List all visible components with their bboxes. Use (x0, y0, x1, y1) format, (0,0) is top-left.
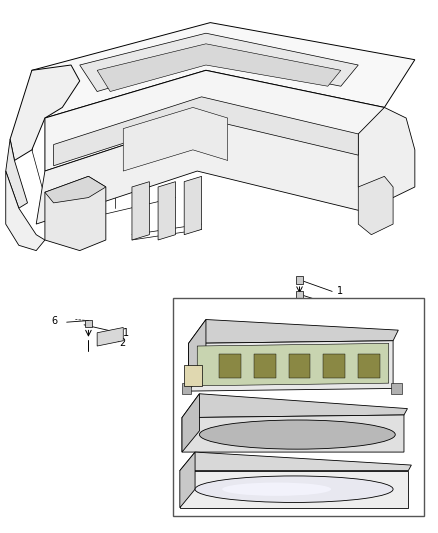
Polygon shape (182, 383, 191, 394)
Polygon shape (323, 354, 345, 378)
Polygon shape (180, 471, 408, 508)
Polygon shape (45, 176, 106, 251)
Polygon shape (180, 452, 411, 471)
Polygon shape (45, 70, 385, 171)
Polygon shape (6, 171, 45, 251)
Polygon shape (184, 176, 201, 235)
Bar (173, 298, 424, 516)
Polygon shape (184, 365, 201, 386)
Text: 3: 3 (413, 484, 419, 494)
Text: 6: 6 (52, 316, 58, 326)
Polygon shape (296, 292, 303, 298)
Text: 1: 1 (123, 328, 129, 338)
Polygon shape (53, 97, 358, 166)
Polygon shape (45, 176, 106, 203)
Polygon shape (188, 319, 398, 343)
Polygon shape (182, 415, 404, 452)
Polygon shape (296, 276, 303, 284)
Polygon shape (97, 44, 341, 92)
Polygon shape (32, 22, 415, 118)
Polygon shape (219, 354, 241, 378)
Polygon shape (391, 383, 402, 394)
Polygon shape (36, 118, 385, 224)
Polygon shape (182, 394, 199, 452)
Polygon shape (10, 65, 80, 160)
Text: 1: 1 (336, 286, 343, 296)
Polygon shape (358, 176, 393, 235)
Polygon shape (254, 354, 276, 378)
Polygon shape (289, 354, 311, 378)
Polygon shape (132, 182, 149, 240)
Polygon shape (158, 182, 176, 240)
Polygon shape (358, 108, 415, 198)
Polygon shape (188, 341, 393, 391)
Text: 5: 5 (178, 354, 184, 364)
Text: 2: 2 (119, 338, 125, 349)
Polygon shape (180, 452, 195, 508)
Polygon shape (80, 33, 358, 92)
Polygon shape (85, 319, 92, 327)
Polygon shape (197, 343, 389, 386)
Ellipse shape (222, 482, 331, 496)
Polygon shape (97, 327, 123, 346)
Polygon shape (6, 139, 28, 208)
Text: 4: 4 (413, 360, 419, 369)
Polygon shape (123, 108, 228, 171)
Ellipse shape (199, 420, 395, 449)
Polygon shape (188, 319, 206, 391)
Text: 6: 6 (336, 300, 343, 310)
Ellipse shape (195, 476, 393, 503)
Polygon shape (182, 394, 407, 418)
Polygon shape (358, 354, 380, 378)
